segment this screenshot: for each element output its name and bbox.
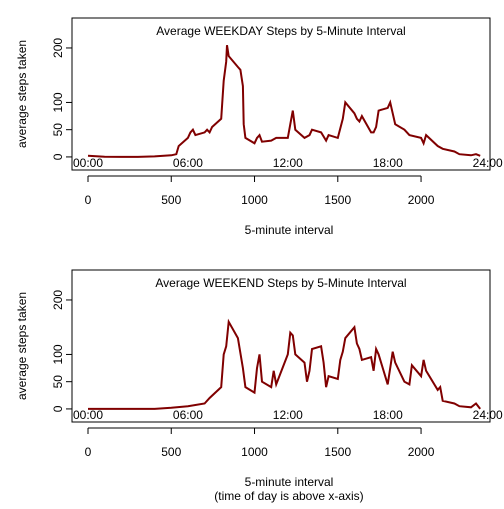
x-tick-label: 1500 [324, 193, 351, 207]
time-label: 06:00 [173, 408, 203, 422]
chart-title: Average WEEKDAY Steps by 5-Minute Interv… [156, 24, 405, 38]
y-tick-label: 100 [51, 92, 65, 112]
x-tick-label: 500 [161, 445, 181, 459]
y-tick-label: 100 [51, 344, 65, 364]
x-tick-label: 2000 [408, 445, 435, 459]
x-tick-label: 0 [85, 445, 92, 459]
time-label: 00:00 [73, 408, 103, 422]
x-tick-label: 0 [85, 193, 92, 207]
plot-box [71, 17, 491, 171]
time-label: 06:00 [173, 156, 203, 170]
data-line [88, 318, 481, 410]
y-tick-label: 0 [51, 405, 65, 412]
y-tick-label: 0 [51, 153, 65, 160]
plot-box [71, 269, 491, 423]
x-axis-label: 5-minute interval [245, 223, 334, 237]
y-tick-label: 50 [51, 375, 65, 389]
chart-title: Average WEEKEND Steps by 5-Minute Interv… [155, 276, 406, 290]
x-tick-label: 1500 [324, 445, 351, 459]
time-label: 12:00 [273, 156, 303, 170]
time-label: 12:00 [273, 408, 303, 422]
data-line [87, 45, 481, 158]
time-label: 00:00 [73, 156, 103, 170]
y-tick-label: 200 [51, 290, 65, 310]
y-axis-label: average steps taken [15, 40, 29, 148]
time-label: 18:00 [373, 156, 403, 170]
y-tick-label: 200 [51, 38, 65, 58]
x-tick-label: 500 [161, 193, 181, 207]
x-tick-label: 2000 [408, 193, 435, 207]
time-label: 18:00 [373, 408, 403, 422]
time-label: 24:00 [473, 156, 503, 170]
y-axis-label: average steps taken [15, 292, 29, 400]
x-axis-note: (time of day is above x-axis) [214, 489, 363, 503]
x-tick-label: 1000 [241, 445, 268, 459]
y-tick-label: 50 [51, 123, 65, 137]
x-axis-label: 5-minute interval [245, 475, 334, 489]
time-label: 24:00 [473, 408, 503, 422]
x-tick-label: 1000 [241, 193, 268, 207]
